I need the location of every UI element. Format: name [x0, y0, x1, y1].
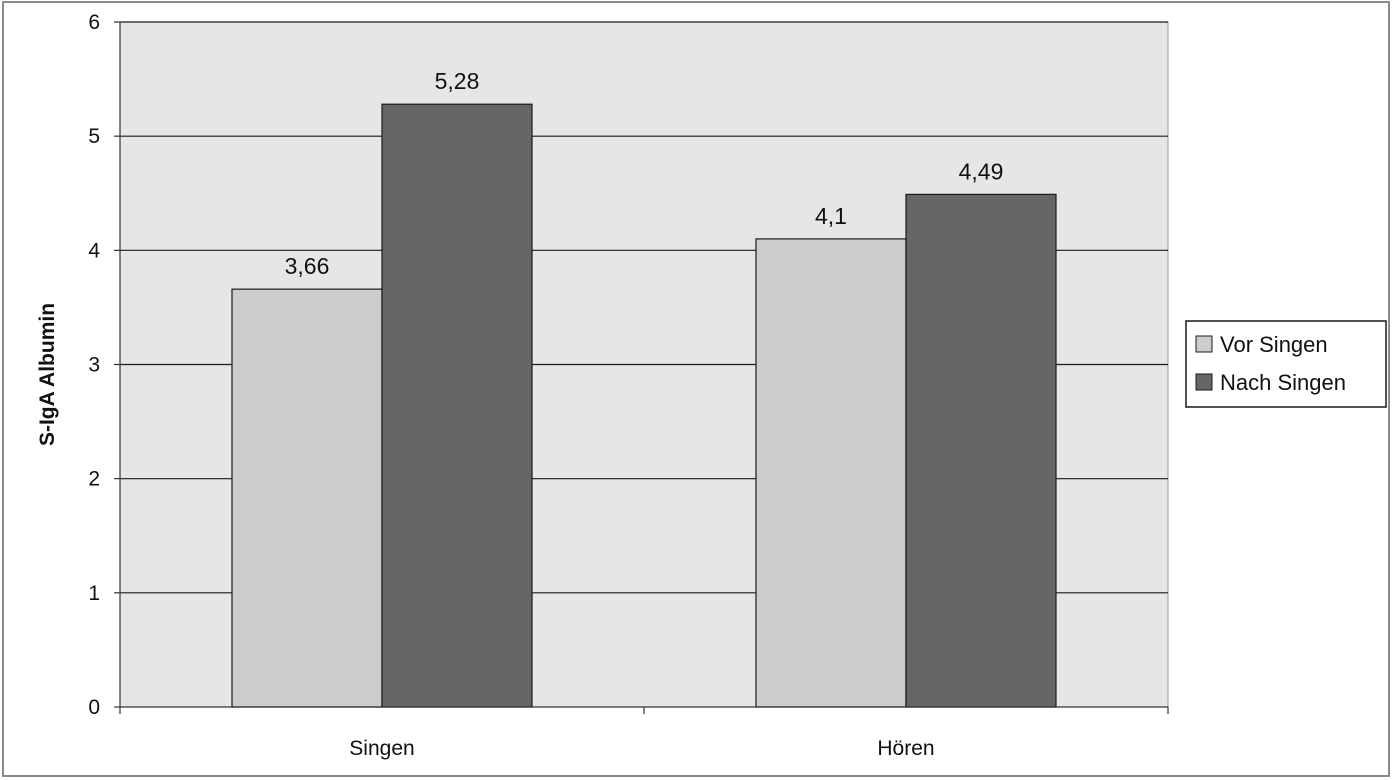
legend-label: Vor Singen — [1220, 332, 1328, 357]
legend-box — [1185, 320, 1387, 408]
bar — [231, 288, 383, 708]
bar — [755, 238, 907, 708]
y-tick-label: 2 — [88, 468, 100, 491]
legend: Vor Singen Nach Singen — [1185, 320, 1387, 408]
y-tick-label: 5 — [88, 125, 100, 148]
x-tick-label: Singen — [349, 737, 414, 760]
bar — [905, 193, 1057, 708]
y-tick-label: 1 — [88, 582, 100, 605]
legend-label: Nach Singen — [1220, 370, 1346, 395]
bar — [381, 103, 533, 708]
data-labels: 3,66 5,28 4,1 4,49 — [285, 68, 1004, 279]
y-tick-label: 3 — [88, 354, 100, 377]
data-label: 4,1 — [815, 203, 847, 229]
x-tick-labels: Singen Hören — [349, 737, 934, 760]
data-label: 5,28 — [435, 68, 480, 94]
data-label: 4,49 — [959, 158, 1004, 184]
y-axis-label: S-IgA Albumin — [36, 303, 59, 446]
axes — [119, 22, 1169, 714]
y-tick-label: 0 — [88, 696, 100, 719]
legend-swatch — [1195, 335, 1213, 353]
legend-swatch — [1195, 373, 1213, 391]
y-tick-label: 6 — [88, 11, 100, 34]
data-label: 3,66 — [285, 253, 330, 279]
x-tick-label: Hören — [877, 737, 934, 760]
bars — [231, 103, 1057, 708]
y-tick-labels: 0 1 2 3 4 5 6 — [88, 11, 100, 719]
y-tick-label: 4 — [88, 239, 100, 262]
